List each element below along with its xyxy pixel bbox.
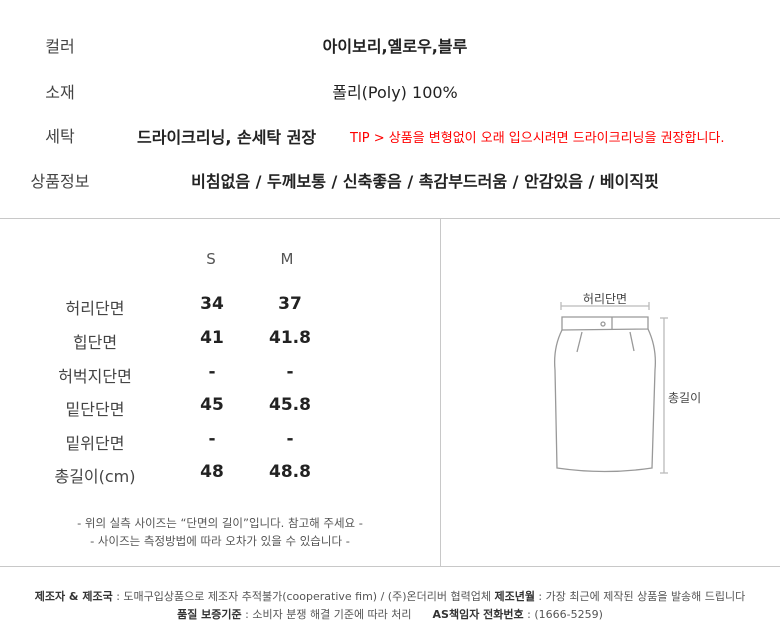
size-header-s: S [206,250,216,268]
size-row-label: 힙단면 [72,333,118,352]
size-row-label: 총길이(cm) [54,467,136,486]
size-value: 41 [200,328,224,348]
footer-line-1: 제조자 & 제조국 : 도매구입상품으로 제조자 추적불가(cooperativ… [0,588,780,604]
divider-vertical [440,218,441,566]
size-row-label: 허벅지단면 [58,367,132,386]
footer-key: AS책임자 전화번호 [432,608,524,621]
divider [0,218,780,219]
wash-tip: TIP > 상품을 변형없이 오래 입으시려면 드라이크리닝을 권장합니다. [350,131,725,146]
size-value: 45.8 [269,395,311,415]
footer-value: : 가장 최근에 제작된 상품을 발송해 드립니다 [534,590,746,603]
length-label: 총길이 [668,391,702,405]
material-label: 소재 [45,83,75,102]
size-value: 48.8 [269,462,311,482]
size-value: 37 [278,294,302,314]
size-value: - [208,362,216,382]
material-value: 폴리(Poly) 100% [332,83,458,102]
wash-value: 드라이크리닝, 손세탁 권장 [137,128,317,147]
size-value: 34 [200,294,224,314]
size-header-m: M [280,250,294,268]
footer-key: 제조년월 [494,590,535,603]
footer-key: 품질 보증기준 [177,608,242,621]
size-note: - 위의 실측 사이즈는 “단면의 길이”입니다. 참고해 주세요 - [77,516,363,530]
size-value: 45 [200,395,224,415]
skirt-diagram-icon [554,302,668,474]
size-value: - [208,429,216,449]
color-value: 아이보리,옐로우,블루 [322,37,468,56]
color-label: 컬러 [45,37,75,56]
size-value: - [286,429,294,449]
size-value: 48 [200,462,224,482]
divider [0,566,780,567]
product-info-value: 비침없음 / 두께보통 / 신축좋음 / 촉감부드러움 / 안감있음 / 베이직… [191,172,659,191]
size-row-label: 허리단면 [65,299,125,318]
waist-label: 허리단면 [582,292,628,306]
size-value: 41.8 [269,328,311,348]
size-row-label: 밑위단면 [65,434,125,453]
footer-value: : (1666-5259) [523,608,603,621]
footer-value: : 소비자 분쟁 해결 기준에 따라 처리 [241,608,430,621]
wash-label: 세탁 [45,127,75,146]
footer-value: : 도매구입상품으로 제조자 추적불가(cooperative fim) / (… [112,590,495,603]
footer-key: 제조자 & 제조국 [34,590,113,603]
size-note: - 사이즈는 측정방법에 따라 오차가 있을 수 있습니다 - [90,534,350,548]
footer-line-2: 품질 보증기준 : 소비자 분쟁 해결 기준에 따라 처리 AS책임자 전화번호… [0,606,780,622]
size-value: - [286,362,294,382]
size-row-label: 밑단단면 [65,400,125,419]
product-info-label: 상품정보 [30,172,90,191]
